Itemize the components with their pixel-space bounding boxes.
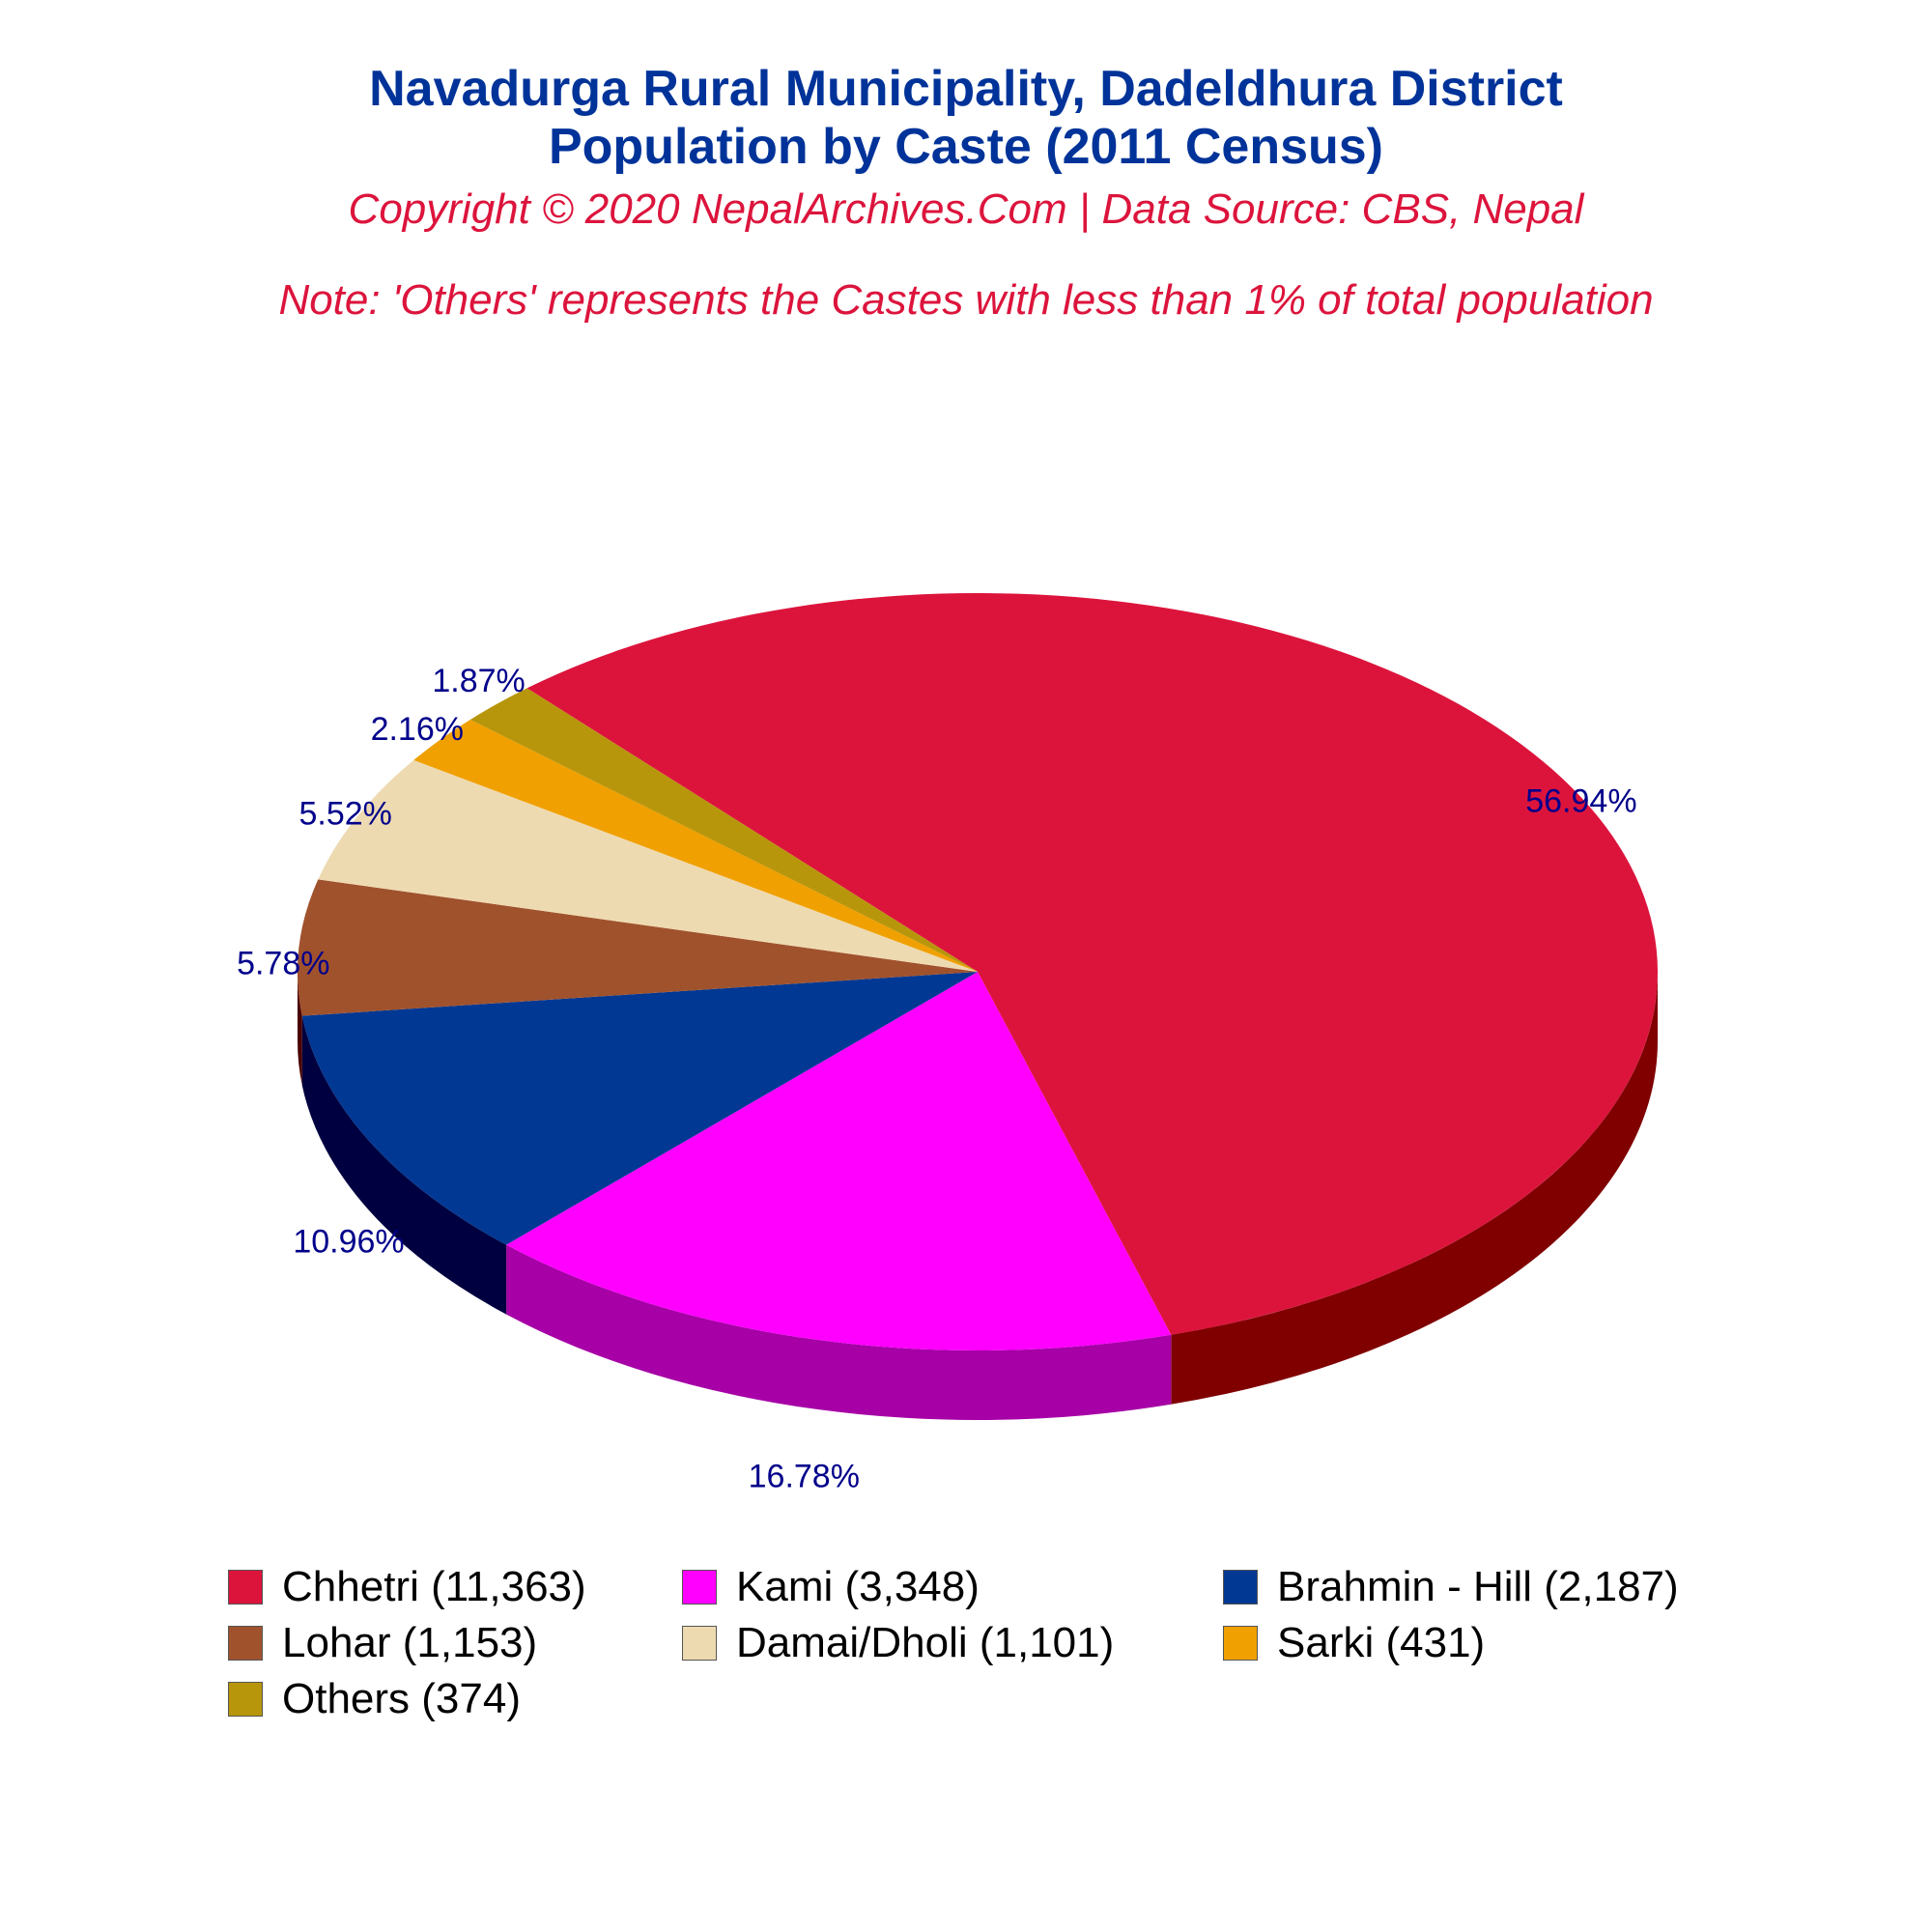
legend-swatch [228,1626,263,1661]
legend-swatch [682,1626,717,1661]
legend-label: Others (374) [282,1675,521,1722]
legend-item-chhetri: Chhetri (11,363) [228,1561,586,1613]
pie-label-sarki: 2.16% [371,711,464,748]
legend-swatch [1223,1626,1258,1661]
legend-label: Brahmin - Hill (2,187) [1277,1563,1679,1610]
legend-item-brahmin-hill: Brahmin - Hill (2,187) [1223,1561,1679,1613]
legend-swatch [228,1570,263,1605]
legend-swatch [682,1570,717,1605]
legend-item-lohar: Lohar (1,153) [228,1617,537,1669]
pie-side-lohar [298,972,302,1086]
legend-label: Damai/Dholi (1,101) [736,1619,1115,1666]
pie-label-damai-dholi: 5.52% [298,795,391,832]
pie-slice-kami [506,972,1172,1350]
pie-slice-damai-dholi [318,759,978,972]
chart-titles: Navadurga Rural Municipality, Dadeldhura… [0,60,1932,327]
legend-label: Lohar (1,153) [282,1619,538,1666]
pie-top-slices [298,592,1659,1350]
pie-side-kami [506,1244,1172,1420]
pie-label-kami: 16.78% [749,1458,860,1494]
legend-item-kami: Kami (3,348) [682,1561,980,1613]
pie-label-lohar: 5.78% [237,946,329,982]
legend-item-damai-dholi: Damai/Dholi (1,101) [682,1617,1114,1669]
legend-item-others: Others (374) [228,1673,521,1725]
pie-side-brahmin-hill [301,1015,507,1315]
legend-swatch [228,1682,263,1717]
pie-label-chhetri: 56.94% [1525,783,1636,820]
pie-label-brahmin-hill: 10.96% [293,1223,404,1260]
legend-label: Kami (3,348) [736,1563,980,1610]
legend-item-sarki: Sarki (431) [1223,1617,1485,1669]
pie-slice-chhetri [526,592,1659,1335]
note-text: Note: 'Others' represents the Castes wit… [278,276,1654,324]
pie-slice-sarki [413,719,978,972]
pie-side-chhetri [1171,972,1658,1405]
legend-swatch [1223,1570,1258,1605]
pie-slice-lohar [298,879,978,1016]
legend-label: Sarki (431) [1277,1619,1486,1666]
pie-label-others: 1.87% [432,663,525,699]
chart-title-line-2: Population by Caste (2011 Census) [548,119,1384,175]
chart-title-line-1: Navadurga Rural Municipality, Dadeldhura… [369,61,1563,117]
legend-label: Chhetri (11,363) [282,1563,586,1610]
pie-slice-others [469,688,978,972]
copyright-text: Copyright © 2020 NepalArchives.Com | Dat… [348,185,1584,233]
pie-slice-brahmin-hill [301,972,978,1245]
pie-percent-labels: 56.94% 16.78% 10.96% 5.78% 5.52% 2.16% 1.87% [237,663,1636,1494]
pie-side-walls [298,972,1658,1420]
